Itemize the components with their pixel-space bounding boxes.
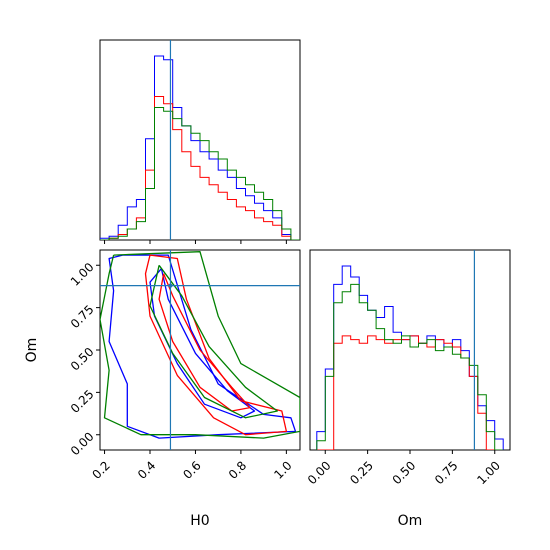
x-tick-label-H0-4: 1.0 — [271, 458, 294, 481]
contour-2 — [144, 254, 288, 436]
x-tick-label-H0-0: 0.2 — [89, 458, 112, 481]
contour-0 — [108, 254, 297, 439]
panel-hist-Om: 0.00 0.25 0.50 0.75 1.00 — [305, 249, 511, 487]
contour-3 — [158, 273, 251, 412]
x-tick-label-Om-4: 1.00 — [474, 458, 503, 487]
hist-H0-ticks — [104, 240, 287, 244]
x-tick-label-H0-2: 0.6 — [180, 458, 203, 481]
y-tick-label-Om-2: 0.50 — [68, 345, 97, 374]
contour-5 — [149, 264, 278, 419]
x-tick-label-Om-1: 0.25 — [347, 458, 376, 487]
x-axis-label-H0: H0 — [190, 513, 209, 529]
contour-4 — [100, 251, 300, 439]
hist-Om-ticks: 0.00 0.25 0.50 0.75 1.00 — [305, 450, 503, 487]
y-tick-label-Om-4: 1.00 — [68, 260, 97, 289]
panel-hist-Om-frame — [309, 249, 511, 451]
x-tick-label-Om-0: 0.00 — [305, 458, 334, 487]
scatter-ticks: 0.2 0.4 0.6 0.8 1.0 0.00 0.25 0.50 0.75 1.00 — [68, 260, 295, 482]
hist-H0-series-2 — [100, 107, 300, 240]
x-tick-label-H0-3: 0.8 — [226, 458, 249, 481]
y-tick-label-Om-1: 0.25 — [68, 387, 97, 416]
truth-point — [168, 283, 173, 288]
panel-hist-H0 — [99, 39, 301, 244]
y-tick-label-Om-3: 0.75 — [68, 302, 97, 331]
contour-lines — [100, 250, 300, 450]
hist-H0-steps — [100, 40, 300, 240]
hist-Om-series-0 — [316, 265, 504, 450]
y-tick-label-Om-0: 0.00 — [68, 429, 97, 458]
hist-Om-steps — [316, 250, 504, 450]
x-tick-label-Om-3: 0.75 — [432, 458, 461, 487]
panel-hist-H0-frame — [99, 39, 301, 241]
hist-H0-series-0 — [100, 55, 300, 240]
hist-Om-series-1 — [316, 335, 504, 450]
hist-H0-series-1 — [100, 96, 300, 240]
contour-1 — [149, 268, 256, 419]
hist-Om-series-2 — [316, 283, 504, 450]
x-tick-label-H0-1: 0.4 — [135, 458, 158, 481]
x-tick-label-Om-2: 0.50 — [390, 458, 419, 487]
x-axis-label-Om: Om — [398, 513, 423, 529]
y-axis-label-Om: Om — [24, 338, 40, 363]
panel-scatter-H0-Om: 0.2 0.4 0.6 0.8 1.0 0.00 0.25 0.50 0.75 1.00 — [68, 249, 301, 482]
